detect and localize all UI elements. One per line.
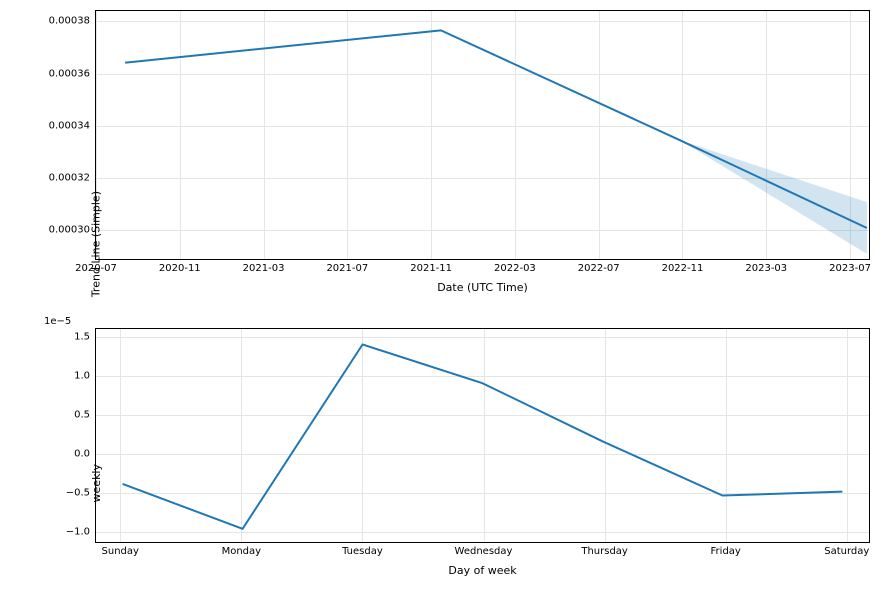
x-tick-label: 2022-11 [662, 259, 704, 274]
weekly-chart-plot [96, 329, 869, 542]
x-tick-label: 2020-11 [159, 259, 201, 274]
x-tick-label: Monday [222, 542, 261, 557]
series-line [123, 344, 843, 528]
y-tick-label: −1.0 [66, 527, 96, 538]
trend-chart-panel: Date (UTC Time) Trend Line (Simple) 2020… [95, 10, 870, 260]
y-tick-label: 1.0 [74, 370, 96, 381]
x-tick-label: Thursday [581, 542, 628, 557]
x-tick-label: 2020-07 [75, 259, 117, 274]
x-tick-label: Wednesday [455, 542, 513, 557]
confidence-band [680, 140, 867, 254]
y-tick-label: 0.00036 [49, 68, 96, 79]
y-tick-label: 1.5 [74, 331, 96, 342]
x-tick-label: Saturday [824, 542, 869, 557]
y-tick-label: 0.00030 [49, 224, 96, 235]
y-tick-label: 0.00034 [49, 120, 96, 131]
x-tick-label: Sunday [102, 542, 139, 557]
y-tick-label: 0.0 [74, 449, 96, 460]
y-tick-label: 0.00032 [49, 172, 96, 183]
weekly-chart-y-exponent: 1e−5 [44, 316, 71, 329]
x-tick-label: Friday [711, 542, 741, 557]
x-tick-label: 2021-07 [326, 259, 368, 274]
y-tick-label: 0.00038 [49, 16, 96, 27]
x-tick-label: 2022-07 [578, 259, 620, 274]
x-tick-label: 2022-03 [494, 259, 536, 274]
trend-chart-plot [96, 11, 869, 259]
x-tick-label: 2023-07 [829, 259, 871, 274]
figure: Date (UTC Time) Trend Line (Simple) 2020… [0, 0, 889, 589]
series-line [125, 30, 867, 228]
x-tick-label: 2021-11 [410, 259, 452, 274]
y-tick-label: −0.5 [66, 488, 96, 499]
y-tick-label: 0.5 [74, 410, 96, 421]
x-tick-label: 2023-03 [745, 259, 787, 274]
x-tick-label: 2021-03 [243, 259, 285, 274]
weekly-chart-panel: 1e−5 Day of week weekly SundayMondayTues… [95, 328, 870, 543]
x-tick-label: Tuesday [342, 542, 383, 557]
